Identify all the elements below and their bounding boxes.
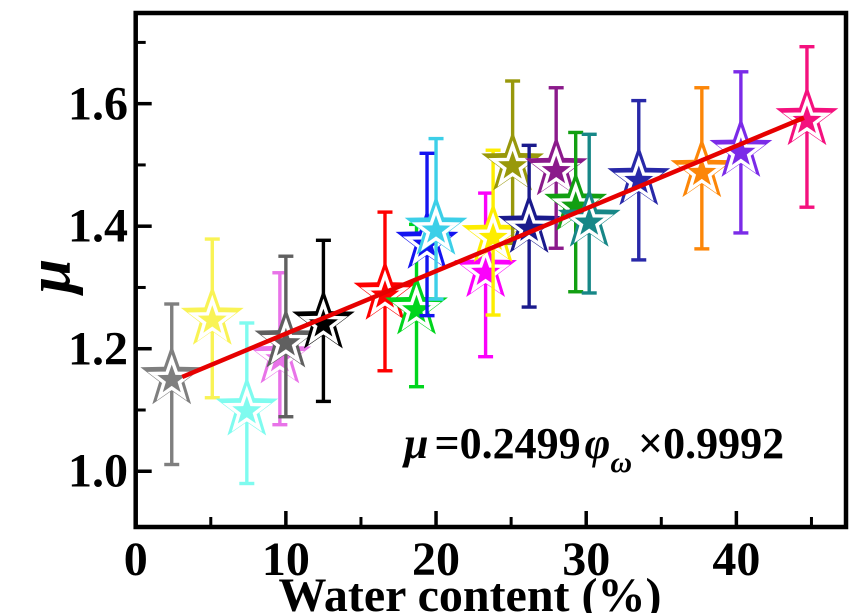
star-marker-inner-outline — [187, 294, 237, 342]
star-marker-inner-outline — [716, 126, 766, 174]
star-marker — [215, 375, 279, 436]
x-tick-label-30: 30 — [562, 533, 611, 586]
data-point-dim-gray — [254, 254, 318, 419]
star-marker — [607, 145, 671, 206]
star-marker — [254, 307, 318, 368]
data-point-blue-violet — [709, 70, 773, 235]
star-marker — [497, 193, 561, 253]
equation-mu: μ — [404, 419, 429, 468]
data-point-gray — [140, 302, 204, 467]
star-marker-inner-outline — [222, 385, 272, 432]
equation-phi: φ — [584, 419, 611, 468]
x-tick-label-0: 0 — [123, 533, 148, 586]
star-marker-inner-outline — [782, 95, 832, 142]
star-marker — [481, 130, 544, 191]
fit-equation: μ =0.2499φω ×0.9992 — [404, 418, 785, 478]
star-marker-inner-outline — [411, 204, 461, 252]
x-tick-label-40: 40 — [712, 533, 761, 586]
data-point-magenta — [454, 191, 517, 359]
star-marker-inner-outline — [564, 196, 614, 244]
equation-intercept: ×0.9992 — [638, 419, 785, 468]
x-axis-title: Water content (%) — [278, 569, 662, 613]
star-marker-inner-outline — [461, 247, 511, 294]
x-tick-label-10: 10 — [261, 533, 310, 586]
data-point-black — [292, 238, 355, 404]
star-marker — [461, 202, 525, 263]
star-marker — [557, 187, 621, 247]
star-marker — [454, 237, 517, 297]
y-tick-label-1.6: 1.6 — [68, 77, 128, 131]
data-point-royal-blue — [607, 98, 671, 262]
star-marker — [524, 135, 588, 196]
star-marker — [385, 274, 448, 335]
data-point-navy — [497, 143, 561, 309]
data-point-cyan — [404, 136, 468, 301]
y-tick-label-1.4: 1.4 — [68, 199, 128, 253]
star-marker-inner-outline — [392, 284, 441, 331]
star-marker — [404, 195, 468, 255]
star-marker — [544, 171, 608, 231]
star-marker-inner-outline — [504, 202, 554, 250]
star-marker — [775, 85, 839, 146]
fit-line — [181, 115, 805, 379]
star-marker-inner-outline — [360, 269, 410, 316]
star-marker-inner-outline — [299, 298, 348, 345]
plot-border — [133, 10, 849, 530]
x-tick-label-20: 20 — [412, 533, 461, 586]
y-tick-label-1.0: 1.0 — [68, 444, 128, 498]
data-point-deep-pink — [775, 44, 839, 209]
star-marker — [709, 117, 773, 177]
data-point-light-yellow — [180, 237, 244, 400]
data-point-teal — [557, 132, 621, 295]
star-marker — [353, 260, 417, 320]
star-marker — [180, 285, 244, 345]
equation-phi-subscript: ω — [610, 446, 633, 479]
star-marker-inner-outline — [531, 145, 581, 192]
equation-slope: 0.2499 — [459, 419, 581, 468]
star-marker — [670, 137, 734, 198]
y-tick-label-1.2: 1.2 — [68, 322, 128, 376]
equation-equals: = — [434, 419, 460, 468]
star-marker-inner-outline — [261, 317, 311, 364]
star-marker — [140, 344, 204, 405]
y-axis-title: μ — [15, 258, 84, 294]
